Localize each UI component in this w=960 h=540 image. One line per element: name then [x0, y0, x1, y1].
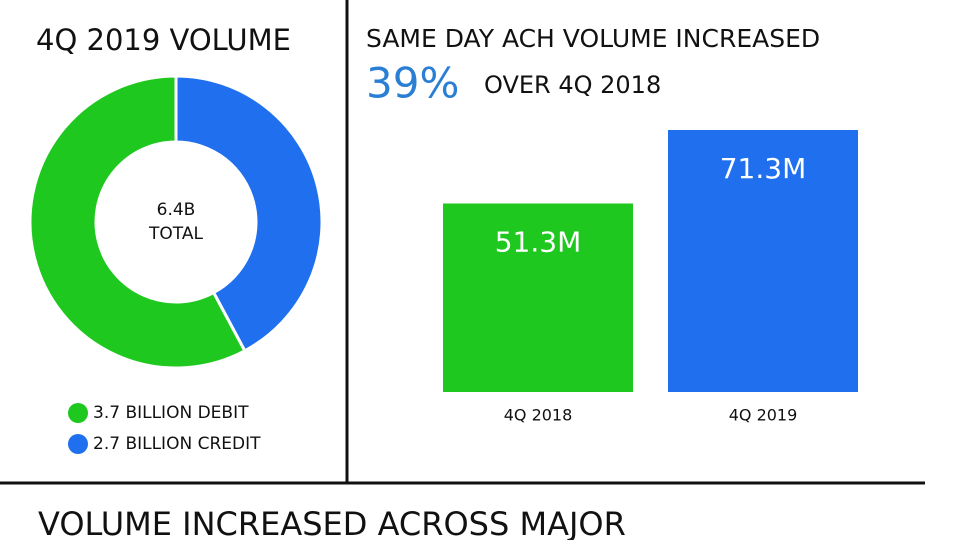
legend-swatch [68, 403, 88, 423]
footer-heading: VOLUME INCREASED ACROSS MAJOR [38, 505, 626, 540]
legend-label: 3.7 BILLION DEBIT [93, 403, 249, 423]
x-tick-label: 4Q 2018 [504, 406, 573, 425]
bar [668, 130, 858, 392]
bar-title: SAME DAY ACH VOLUME INCREASED [366, 24, 820, 53]
bar-value-label: 51.3M [495, 225, 582, 258]
highlight: 39% [366, 59, 459, 108]
x-tick-label: 4Q 2019 [729, 406, 798, 425]
donut-title: 4Q 2019 VOLUME [36, 23, 291, 57]
bar-value-label: 71.3M [720, 152, 807, 185]
bar-subtitle: OVER 4Q 2018 [484, 71, 661, 99]
legend-label: 2.7 BILLION CREDIT [93, 434, 261, 454]
legend-swatch [68, 434, 88, 454]
donut-slice [174, 74, 324, 353]
donut-center-value: 6.4B [157, 200, 196, 220]
donut-center-caption: TOTAL [148, 224, 203, 244]
bar [443, 203, 633, 392]
donut-slice [28, 74, 247, 370]
